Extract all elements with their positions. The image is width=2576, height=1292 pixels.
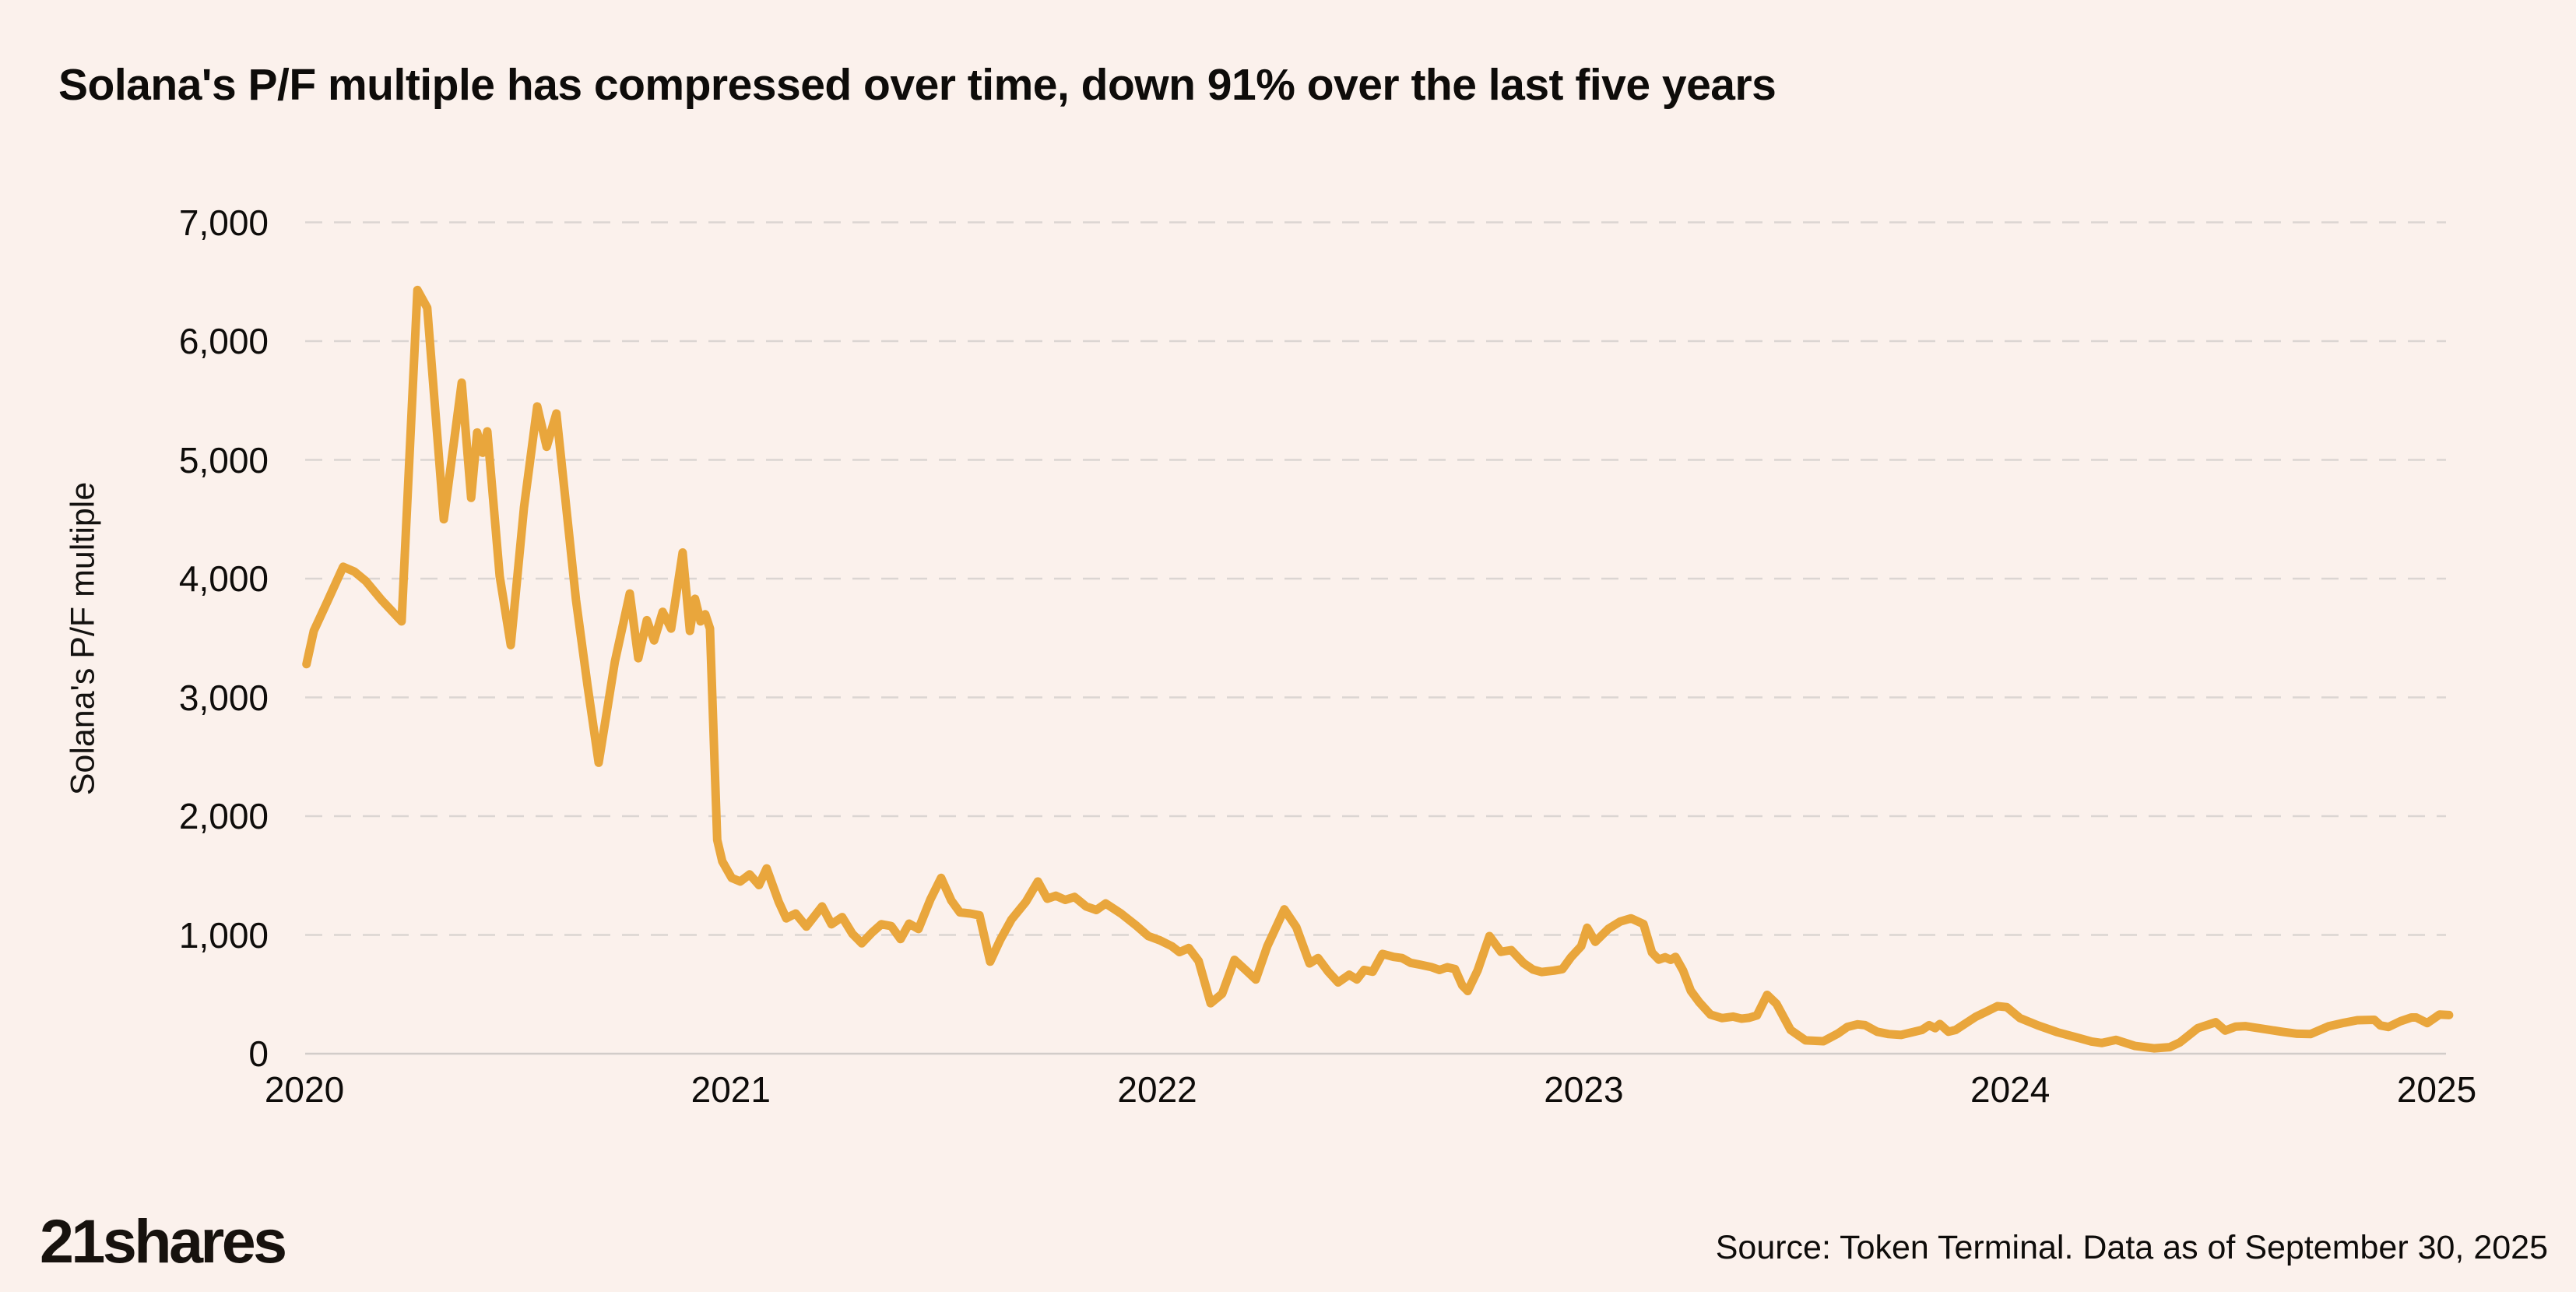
- y-tick-label: 3,000: [178, 677, 269, 718]
- x-tick-label: 2022: [1117, 1069, 1197, 1110]
- source-caption: Source: Token Terminal. Data as of Septe…: [1715, 1229, 2548, 1266]
- x-tick-label: 2025: [2396, 1069, 2477, 1110]
- x-tick-label: 2020: [264, 1069, 345, 1110]
- gridlines: [305, 221, 2446, 1055]
- pf-multiple-line: [302, 285, 2454, 1053]
- y-tick-label: 5,000: [178, 439, 269, 481]
- x-tick-label: 2021: [691, 1069, 771, 1110]
- y-tick-label: 1,000: [178, 914, 269, 956]
- y-tick-label: 0: [248, 1033, 269, 1074]
- y-tick-label: 6,000: [178, 321, 269, 361]
- y-tick-label: 7,000: [178, 202, 269, 243]
- x-tick-label: 2023: [1544, 1069, 1624, 1110]
- x-tick-label: 2024: [1970, 1069, 2051, 1110]
- brand-logo-21shares: 21shares: [40, 1206, 287, 1276]
- chart-title: Solana's P/F multiple has compressed ove…: [58, 60, 1776, 110]
- y-tick-label: 4,000: [178, 558, 269, 599]
- y-tick-label: 2,000: [178, 796, 269, 836]
